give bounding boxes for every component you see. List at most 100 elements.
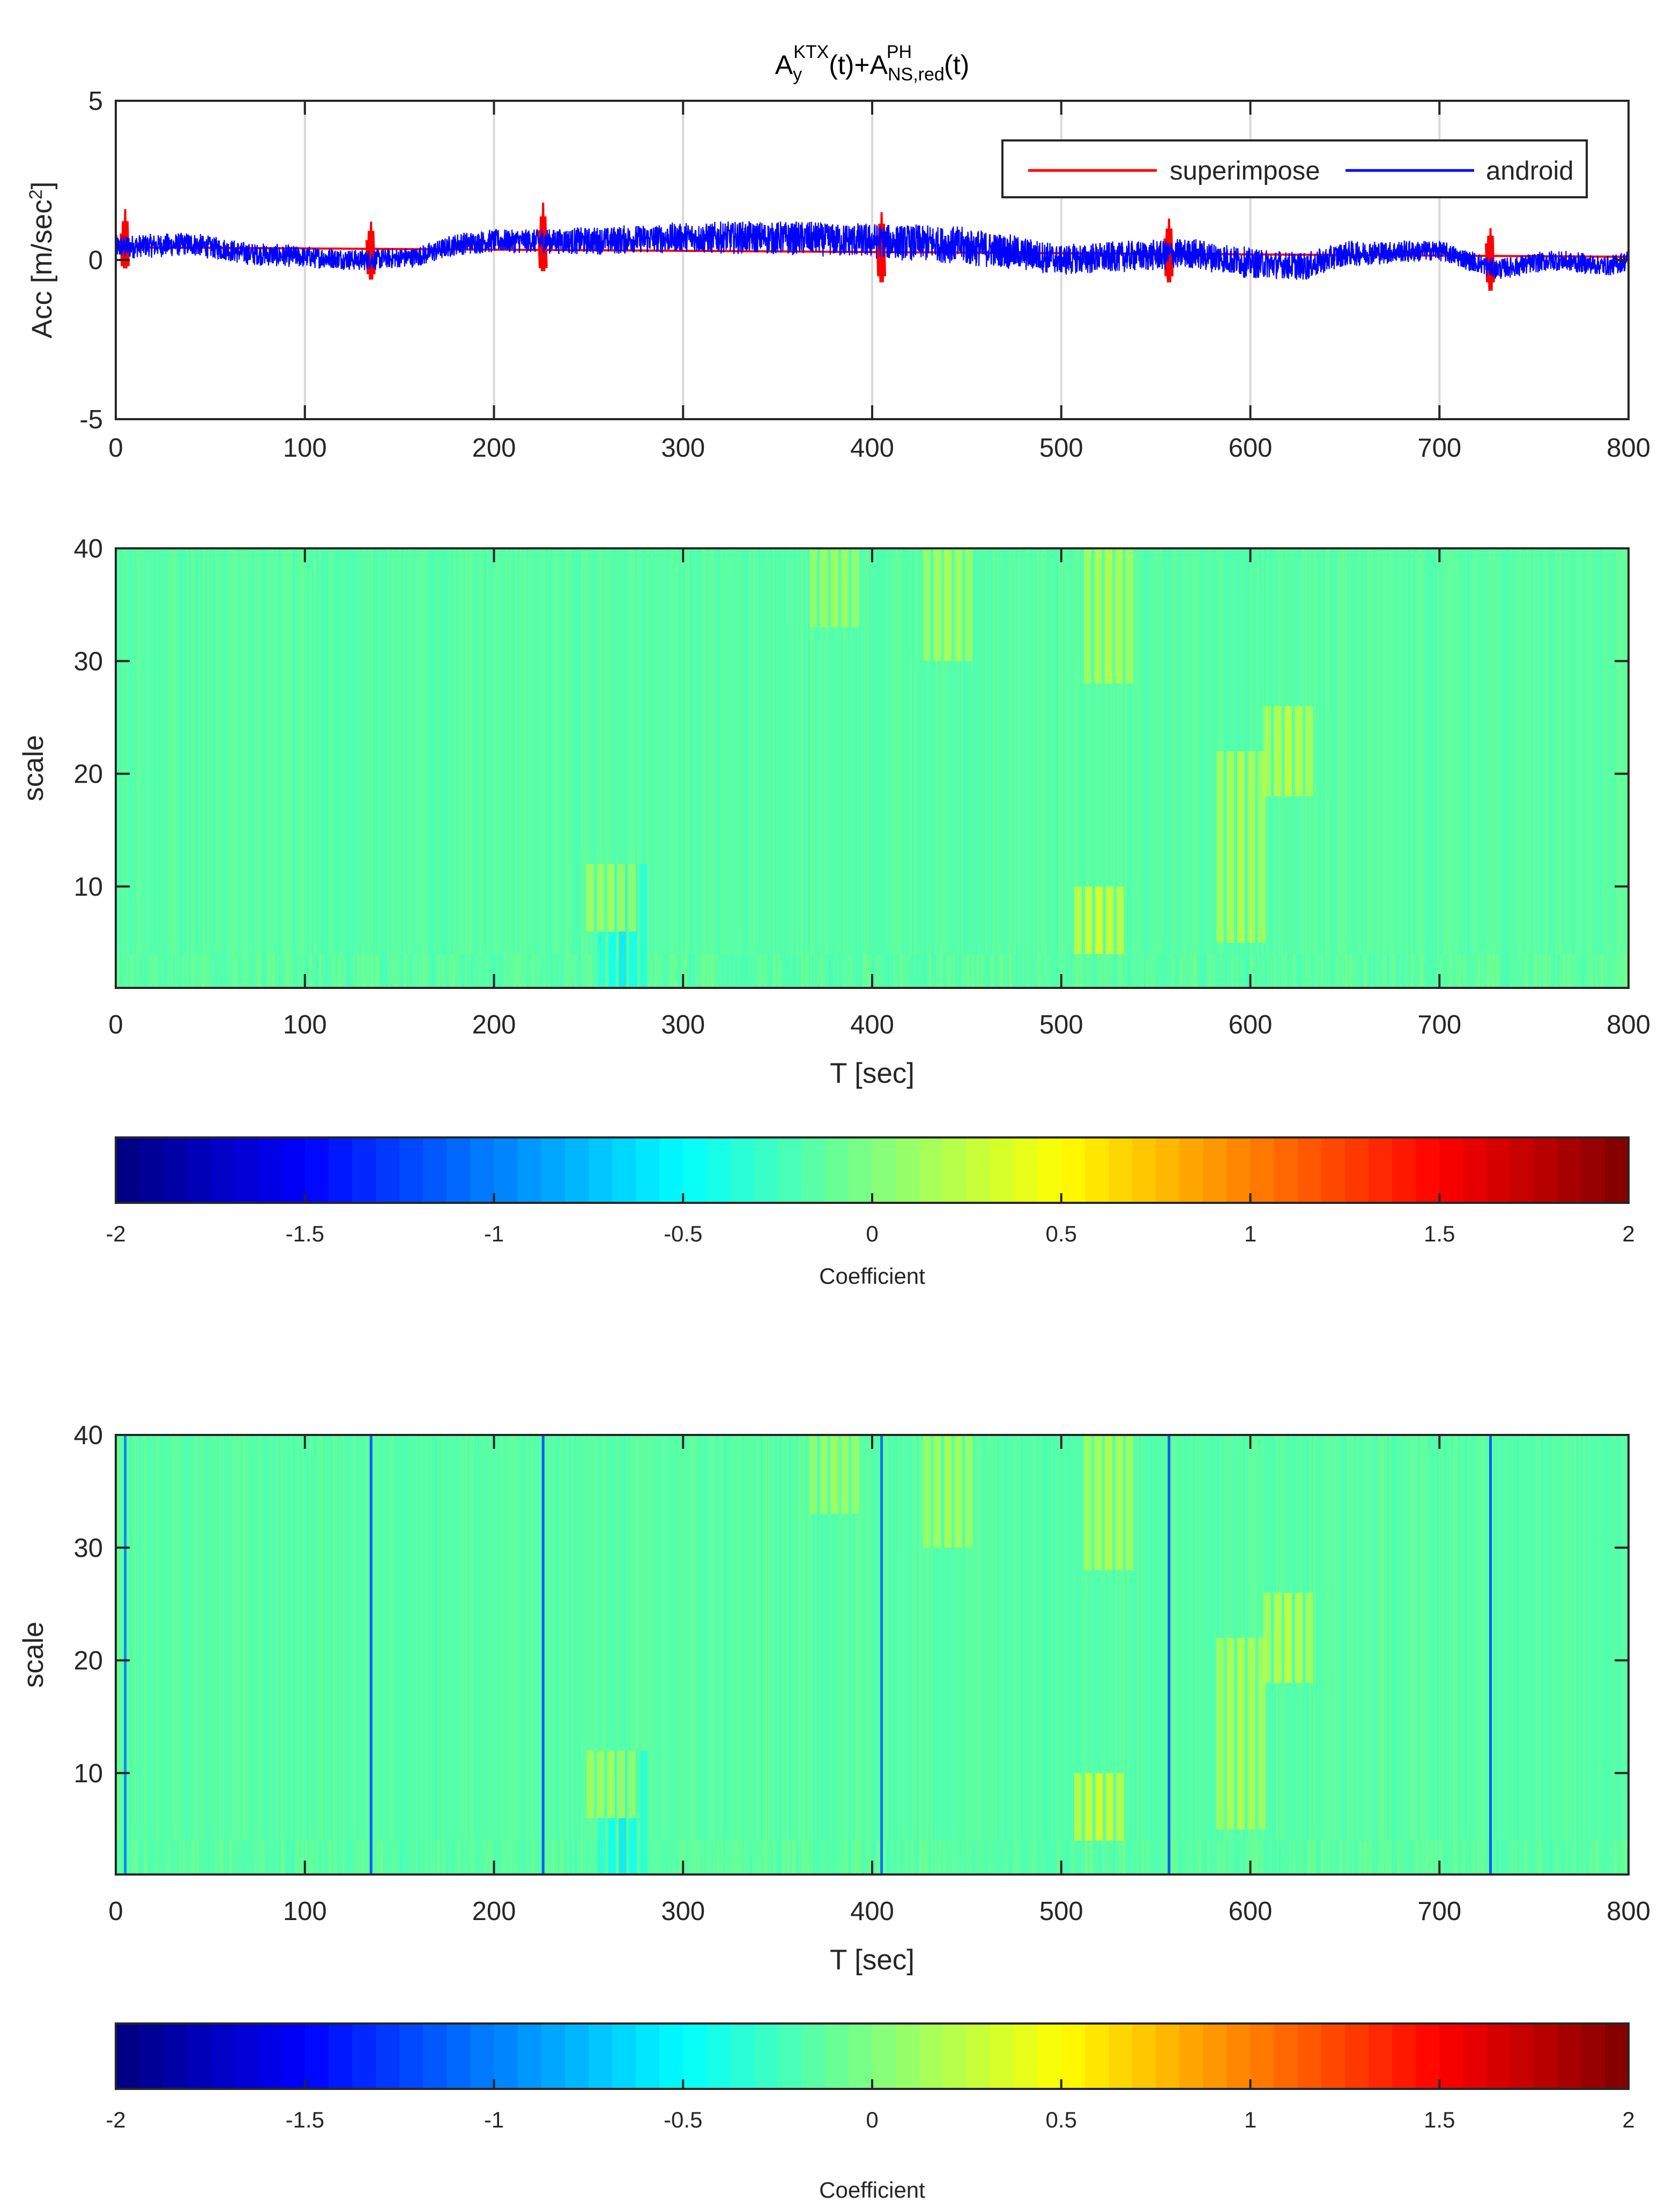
heatmap-lowscale-cell bbox=[1312, 1840, 1315, 1874]
heatmap-stripe bbox=[1144, 548, 1146, 988]
colorbar-swatch bbox=[1226, 1137, 1251, 1203]
heatmap-stripe bbox=[307, 1435, 309, 1874]
colorbar-swatch bbox=[1368, 1137, 1393, 1203]
heatmap-lowscale-cell bbox=[1458, 1840, 1461, 1874]
heatmap-lowscale-cell bbox=[1292, 1840, 1296, 1874]
colorbar-tick-label: 2 bbox=[1622, 2107, 1634, 2132]
colorbar-swatch bbox=[541, 1137, 566, 1203]
heatmap-stripe bbox=[217, 548, 219, 988]
heatmap-stripe bbox=[390, 1435, 391, 1874]
heatmap-stripe bbox=[1000, 548, 1001, 988]
heatmap-stripe bbox=[1283, 548, 1285, 988]
heatmap-stripe bbox=[380, 1435, 382, 1874]
heatmap-stripe bbox=[685, 1435, 687, 1874]
heatmap-stripe bbox=[425, 1435, 427, 1874]
heatmap-stripe bbox=[205, 548, 207, 988]
heatmap-stripe bbox=[343, 548, 344, 988]
heatmap-lowscale-cell bbox=[508, 1840, 511, 1874]
heatmap-lowscale-cell bbox=[148, 954, 152, 988]
heatmap-stripe bbox=[1064, 548, 1065, 988]
heatmap-stripe bbox=[661, 1435, 663, 1874]
heatmap-stripe bbox=[1586, 548, 1588, 988]
heatmap-stripe bbox=[770, 548, 772, 988]
heatmap-stripe bbox=[874, 1435, 876, 1874]
heatmap-stripe bbox=[1441, 548, 1444, 988]
colorbar-swatch bbox=[1392, 2024, 1416, 2089]
heatmap-stripe bbox=[359, 548, 361, 988]
heatmap-stripe bbox=[130, 548, 131, 988]
heatmap-stripe bbox=[801, 548, 803, 988]
heatmap-stripe bbox=[1356, 548, 1358, 988]
heatmap-lowscale-cell bbox=[1193, 1840, 1196, 1874]
heatmap-lowscale-cell bbox=[1019, 954, 1022, 988]
heatmap-lowscale-cell bbox=[1529, 954, 1533, 988]
heatmap-stripe bbox=[1139, 1435, 1141, 1874]
colorbar-swatch bbox=[328, 1137, 353, 1203]
heatmap-stripe bbox=[288, 548, 290, 988]
heatmap-stripe bbox=[423, 548, 425, 988]
heatmap-stripe bbox=[1148, 548, 1150, 988]
heatmap-stripe bbox=[1047, 1435, 1049, 1874]
heatmap-stripe bbox=[1084, 1435, 1087, 1874]
heatmap-feature bbox=[1247, 1638, 1255, 1829]
heatmap-stripe bbox=[1035, 1435, 1037, 1874]
heatmap-stripe bbox=[1428, 1435, 1429, 1874]
heatmap-stripe bbox=[730, 1435, 732, 1874]
heatmap-lowscale-cell bbox=[1430, 954, 1433, 988]
heatmap-stripe bbox=[657, 1435, 659, 1874]
heatmap-stripe bbox=[1136, 548, 1139, 988]
heatmap-stripe bbox=[402, 548, 403, 988]
heatmap-lowscale-cell bbox=[1123, 1840, 1126, 1874]
heatmap-stripe bbox=[844, 548, 845, 988]
colorbar-tick-label: -1 bbox=[484, 2107, 504, 2132]
heatmap-stripe bbox=[938, 548, 940, 988]
heatmap-lowscale-cell bbox=[910, 954, 913, 988]
heatmap-lowscale-cell bbox=[1529, 1840, 1533, 1874]
heatmap-lowscale-cell bbox=[1586, 1840, 1589, 1874]
colorbar-swatch bbox=[139, 1137, 163, 1203]
heatmap-stripe bbox=[383, 548, 384, 988]
heatmap-stripe bbox=[191, 548, 193, 988]
heatmap-stripe bbox=[1025, 1435, 1028, 1874]
heatmap-stripe bbox=[860, 1435, 862, 1874]
heatmap-lowscale-cell bbox=[158, 1840, 161, 1874]
heatmap-lowscale-cell bbox=[1146, 954, 1149, 988]
heatmap-stripe bbox=[1562, 548, 1564, 988]
heatmap-stripe bbox=[1371, 1435, 1372, 1874]
heatmap-lowscale-cell bbox=[1245, 1840, 1248, 1874]
heatmap-lowscale-cell bbox=[1217, 1840, 1221, 1874]
heatmap-stripe bbox=[146, 548, 148, 988]
heatmap-lowscale-cell bbox=[248, 1840, 251, 1874]
heatmap-stripe bbox=[915, 548, 916, 988]
heatmap-stripe bbox=[274, 548, 276, 988]
heatmap-lowscale-cell bbox=[423, 954, 426, 988]
heatmap-lowscale-cell bbox=[1486, 1840, 1490, 1874]
heatmap-feature bbox=[597, 864, 605, 932]
heatmap-lowscale-cell bbox=[744, 954, 748, 988]
heatmap-stripe bbox=[1458, 548, 1460, 988]
heatmap-lowscale-cell bbox=[1127, 954, 1131, 988]
heatmap-stripe bbox=[217, 1435, 219, 1874]
heatmap-lowscale-cell bbox=[1496, 1840, 1499, 1874]
x-tick-label: 800 bbox=[1607, 434, 1651, 463]
heatmap-lowscale-cell bbox=[546, 954, 549, 988]
heatmap-stripe bbox=[903, 1435, 904, 1874]
heatmap-lowscale-cell bbox=[844, 954, 847, 988]
heatmap-stripe bbox=[648, 548, 649, 988]
heatmap-feature bbox=[830, 548, 838, 628]
heatmap-lowscale-cell bbox=[1019, 1840, 1022, 1874]
heatmap-lowscale-cell bbox=[1307, 954, 1310, 988]
heatmap-stripe bbox=[574, 548, 576, 988]
heatmap-stripe bbox=[848, 548, 850, 988]
heatmap-lowscale-cell bbox=[243, 954, 247, 988]
heatmap-stripe bbox=[829, 548, 831, 988]
heatmap-lowscale-cell bbox=[380, 1840, 384, 1874]
heatmap-lowscale-cell bbox=[1132, 954, 1135, 988]
heatmap-lowscale-cell bbox=[1174, 1840, 1178, 1874]
colorbar-swatch bbox=[659, 2024, 684, 2089]
heatmap-lowscale-cell bbox=[1335, 954, 1339, 988]
heatmap-lowscale-cell bbox=[716, 954, 719, 988]
heatmap-lowscale-cell bbox=[1278, 954, 1282, 988]
heatmap-stripe bbox=[619, 1435, 621, 1874]
